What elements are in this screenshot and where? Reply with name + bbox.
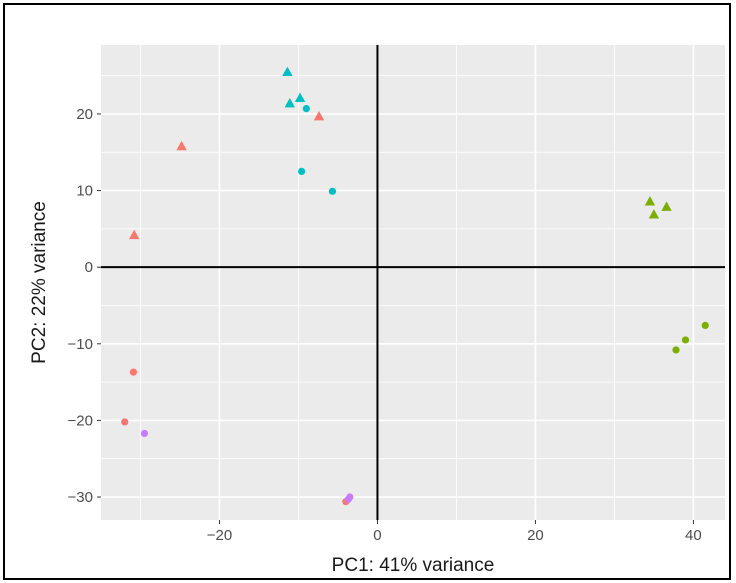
x-tick-label: 40: [685, 527, 702, 544]
data-point-circle-green: [701, 321, 709, 330]
data-point-triangle-red: [313, 111, 325, 121]
data-point-circle-cyan: [302, 104, 310, 113]
data-point-triangle-cyan: [282, 66, 293, 76]
y-tick-label: 0: [85, 259, 93, 276]
data-point-triangle-green: [661, 201, 672, 211]
zero-lines: [101, 45, 725, 520]
x-tick-label: −20: [207, 527, 232, 544]
data-point-triangle-red: [176, 140, 187, 151]
y-axis-title: PC2: 22% variance: [29, 201, 50, 364]
y-tick-label: −30: [68, 489, 93, 506]
y-tick-label: −10: [68, 336, 93, 353]
data-point-triangle-cyan: [284, 98, 295, 108]
plot-panel: [101, 45, 725, 520]
data-point-circle-red: [129, 368, 137, 376]
y-tick-label: −20: [68, 412, 93, 429]
x-tick-label: 20: [527, 527, 544, 544]
grid-minor: [101, 45, 725, 520]
data-point-triangle-green: [648, 209, 660, 219]
data-point-triangle-green: [644, 196, 656, 206]
data-points: [121, 66, 709, 506]
data-point-circle-purple: [344, 495, 352, 503]
data-point-circle-cyan: [328, 187, 337, 195]
y-tick-label: 20: [76, 106, 93, 123]
y-axis-ticks: −30 −20 −10 0 10 20: [68, 106, 101, 506]
data-point-circle-red: [121, 418, 129, 426]
data-point-triangle-cyan: [294, 92, 306, 103]
data-point-circle-cyan: [298, 167, 306, 176]
data-point-circle-green: [672, 346, 680, 354]
y-tick-label: 10: [76, 183, 93, 200]
x-tick-label: 0: [373, 527, 381, 544]
x-axis-title: PC1: 41% variance: [332, 555, 495, 576]
x-axis-ticks: −20 0 20 40: [207, 520, 702, 544]
data-point-circle-purple: [140, 429, 149, 438]
data-point-circle-green: [681, 336, 690, 344]
data-point-triangle-red: [128, 229, 140, 240]
